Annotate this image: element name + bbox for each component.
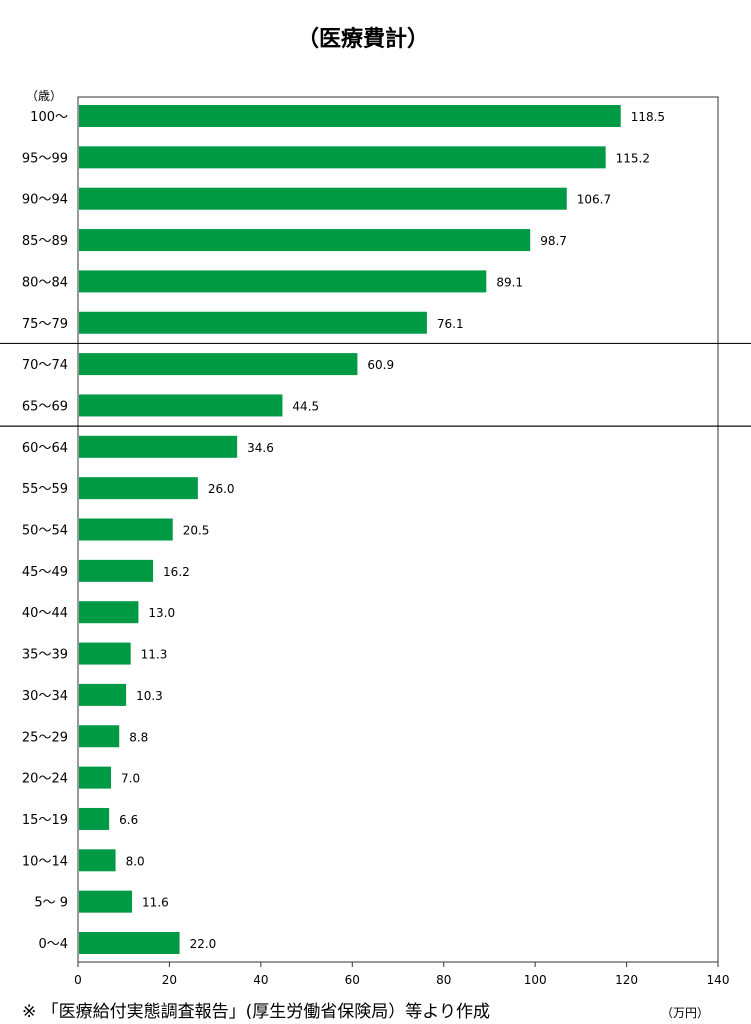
data-label: 26.0 bbox=[208, 482, 235, 496]
category-label: 10～14 bbox=[22, 854, 68, 869]
bar bbox=[79, 353, 358, 376]
data-label: 7.0 bbox=[121, 772, 140, 786]
data-label: 76.1 bbox=[437, 317, 464, 331]
category-label: 85～89 bbox=[22, 234, 68, 249]
category-label: 50～54 bbox=[22, 524, 68, 539]
source-note: ※ 「医療給付実態調査報告」(厚生労働省保険局）等より作成 bbox=[22, 1002, 490, 1022]
bar bbox=[79, 518, 173, 541]
data-label: 98.7 bbox=[540, 234, 567, 248]
bar bbox=[79, 807, 110, 830]
bar bbox=[79, 601, 139, 624]
category-label: 20～24 bbox=[22, 772, 68, 787]
bar bbox=[79, 270, 487, 293]
data-label: 6.6 bbox=[119, 813, 138, 827]
category-label: 30～34 bbox=[22, 689, 68, 704]
data-label: 8.8 bbox=[129, 730, 148, 744]
category-label: 90～94 bbox=[22, 193, 68, 208]
data-label: 118.5 bbox=[631, 110, 665, 124]
x-tick-label: 60 bbox=[345, 973, 360, 987]
x-tick-label: 100 bbox=[524, 973, 547, 987]
bar bbox=[79, 435, 238, 458]
category-label: 15～19 bbox=[22, 813, 68, 828]
data-label: 115.2 bbox=[616, 151, 650, 165]
bar bbox=[79, 477, 198, 500]
y-axis-label: （歳） bbox=[26, 89, 62, 103]
chart-title: （医療費計） bbox=[297, 26, 429, 52]
x-tick-label: 140 bbox=[707, 973, 730, 987]
bar bbox=[79, 932, 180, 954]
x-tick-label: 120 bbox=[615, 973, 638, 987]
group-dividers bbox=[0, 342, 751, 427]
bar bbox=[79, 725, 120, 748]
bar bbox=[79, 642, 131, 665]
x-tick-label: 80 bbox=[436, 973, 451, 987]
category-label: 65～69 bbox=[22, 399, 68, 414]
category-label: 0～4 bbox=[38, 937, 68, 952]
category-label: 95～99 bbox=[22, 151, 68, 166]
category-label: 60～64 bbox=[22, 441, 68, 456]
category-label: 5～ 9 bbox=[34, 896, 68, 911]
x-tick-label: 0 bbox=[74, 973, 82, 987]
bar bbox=[79, 683, 127, 706]
category-label: 40～44 bbox=[22, 606, 68, 621]
data-label: 11.6 bbox=[142, 896, 169, 910]
data-label: 16.2 bbox=[163, 565, 190, 579]
bar bbox=[79, 394, 283, 417]
bar bbox=[79, 105, 621, 127]
x-axis-label: （万円） bbox=[661, 1006, 709, 1020]
bar bbox=[79, 766, 111, 789]
data-label: 22.0 bbox=[190, 937, 217, 951]
data-label: 106.7 bbox=[577, 193, 611, 207]
data-label: 20.5 bbox=[183, 524, 210, 538]
data-label: 60.9 bbox=[367, 358, 394, 372]
x-tick-label: 40 bbox=[253, 973, 268, 987]
bar bbox=[79, 849, 116, 872]
bars-group bbox=[79, 105, 621, 954]
category-labels: 100～ 95～99 90～94 85～89 80～84 75～79 70～74 65～69 6… bbox=[22, 110, 68, 952]
bar bbox=[79, 559, 154, 582]
bar bbox=[79, 311, 427, 334]
data-label: 13.0 bbox=[148, 606, 175, 620]
value-labels: 118.5 115.2 106.7 98.7 89.1 76.1 60.9 44.5 34.6 2… bbox=[119, 110, 665, 951]
category-label: 70～74 bbox=[22, 358, 68, 373]
x-axis-ticks: 0 20 40 60 80 100 120 140 bbox=[74, 962, 729, 987]
data-label: 11.3 bbox=[141, 648, 168, 662]
bar bbox=[79, 890, 133, 913]
category-label: 45～49 bbox=[22, 565, 68, 580]
category-label: 55～59 bbox=[22, 482, 68, 497]
x-tick-label: 20 bbox=[162, 973, 177, 987]
plot-frame bbox=[77, 96, 719, 963]
data-label: 89.1 bbox=[496, 275, 523, 289]
data-label: 34.6 bbox=[247, 441, 274, 455]
category-label: 75～79 bbox=[22, 317, 68, 332]
data-label: 10.3 bbox=[136, 689, 163, 703]
bar bbox=[79, 229, 531, 252]
bar bbox=[79, 187, 567, 210]
bar bbox=[79, 146, 606, 169]
category-label: 100～ bbox=[30, 110, 68, 125]
category-label: 25～29 bbox=[22, 730, 68, 745]
data-label: 8.0 bbox=[126, 854, 145, 868]
category-label: 80～84 bbox=[22, 275, 68, 290]
data-label: 44.5 bbox=[292, 399, 319, 413]
category-label: 35～39 bbox=[22, 648, 68, 663]
